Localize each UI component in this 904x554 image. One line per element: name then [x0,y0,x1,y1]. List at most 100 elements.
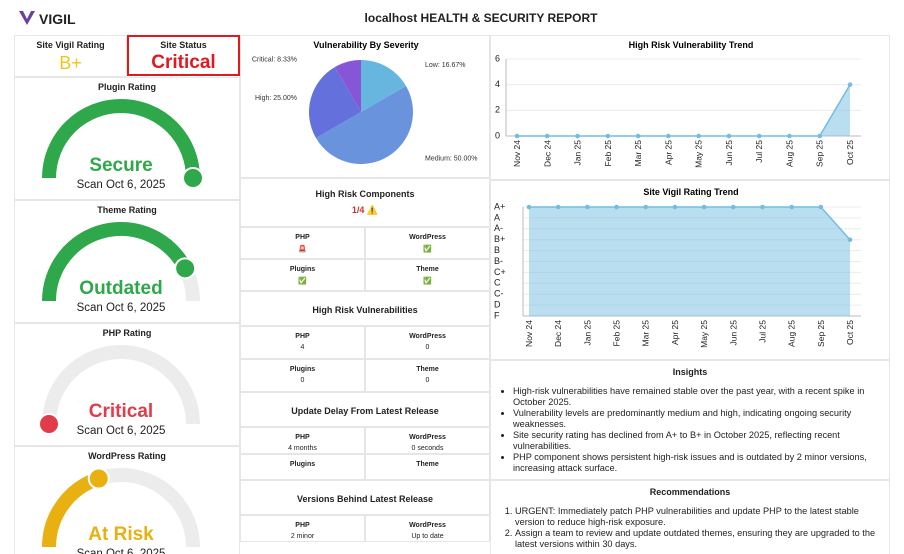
x-tick-label: May 25 [694,140,704,168]
cell-value: 0 seconds [411,445,444,452]
table-cell: Theme [365,453,490,480]
x-tick-label: Apr 25 [670,320,680,345]
point [555,204,561,210]
point [672,204,678,210]
pie-slice [309,66,361,138]
cell-label: Theme [416,460,439,468]
pie-label: Low: 16.67% [425,62,465,69]
pie-slice [315,86,413,164]
rating-value: B+ [59,53,82,73]
point [817,133,823,139]
pie-card: Vulnerability By Severity Low: 16.67% Medi… [240,35,490,178]
x-tick-label: Jul 25 [757,320,767,343]
point [787,133,792,139]
point [789,204,794,210]
gauge-dot [38,413,60,435]
pie-label: Critical: 8.33% [252,57,297,64]
table-summary: 1/4 ⚠️ [351,205,379,215]
x-tick-label: Sep 25 [816,320,826,347]
y-tick-label: 2 [495,105,500,115]
cell-value: Up to date [411,533,444,540]
gauge-status: Outdated [79,278,162,299]
insights-card: Insights High-risk vulnerabilities have r… [490,360,890,480]
chart-title: High Risk Vulnerability Trend [629,40,754,50]
table-cell: WordPress 0 seconds [365,427,490,454]
gauge-scan: Scan Oct 6, 2025 [77,179,166,191]
table-title-card: Versions Behind Latest Release [240,480,490,515]
gauge-arc [42,99,200,179]
x-tick-label: Jan 25 [573,140,583,166]
table-cell: PHP 4 months [240,427,365,454]
report-title: localhost HEALTH & SECURITY REPORT [364,11,598,25]
table-title-card: High Risk Vulnerabilities [240,291,490,326]
pie-label: Medium: 50.00% [425,156,478,163]
x-tick-label: Nov 24 [524,320,534,347]
x-tick-label: Jul 25 [754,140,764,163]
cell-label: Plugins [289,460,316,468]
cell-label: Theme [416,366,439,373]
gauge-title: Plugin Rating [98,82,156,92]
chart-svg: Vulnerability By Severity Low: 16.67% Medi… [252,40,478,164]
table-title-card: High Risk Components 1/4 ⚠️ [240,178,490,227]
point [726,133,732,139]
table-title: Update Delay From Latest Release [291,406,439,416]
x-tick-label: Dec 24 [542,140,552,167]
point [666,133,671,139]
x-tick-label: Sep 25 [815,140,825,167]
cell-label: PHP [295,522,310,529]
rating-trend-card: Site Vigil Rating Trend A+ A A- B+ B B- C+ C C- D F… [490,180,890,360]
table-cell: Theme 0 [365,359,490,392]
insights-item: High-risk vulnerabilities have remained … [513,386,885,408]
insights-item: Site security rating has declined from A… [513,430,885,452]
x-tick-label: Nov 24 [512,140,522,167]
table-cell: WordPress 0 [365,326,490,359]
x-tick-label: Jun 25 [728,320,738,346]
cell-label: Plugins [289,366,316,373]
gauge-scan: Scan Oct 6, 2025 [77,548,166,554]
table-cell: Theme ✅ [365,259,490,291]
trend-card: High Risk Vulnerability Trend 0 2 4 6 Nov 24 D… [490,35,890,180]
y-tick-label: 4 [495,79,500,89]
table-title: High Risk Components [315,189,415,199]
cell-label: Plugins [289,266,316,273]
line [529,206,851,241]
recommendations-card: Recommendations URGENT: Immediately patch… [490,480,890,554]
insights-list: High-risk vulnerabilities have remained … [491,386,889,474]
gauge-title: WordPress Rating [88,451,166,461]
y-tick-label: D [494,299,501,309]
chart-svg: High Risk Vulnerability Trend 0 2 4 6 Nov 24 D… [495,40,861,168]
table-cell: Plugins ✅ [240,259,365,291]
gauge-card: WordPress Rating At Risk Scan Oct 6, 2025 [14,446,240,554]
chart-svg: Secure Scan Oct 6, 2025 [42,99,204,191]
y-tick-label: B- [494,256,503,266]
y-tick-label: 6 [495,53,500,63]
gauge-dot [174,257,197,280]
point [818,204,824,210]
x-tick-label: Aug 25 [787,320,797,347]
cell-value: ✅ [423,246,432,253]
cell-value: 4 [300,344,305,351]
recommendations-item: Assign a team to review and update outda… [515,528,885,550]
cell-label: PHP [295,434,310,441]
y-tick-label: A [494,212,500,222]
x-tick-label: Jun 25 [724,140,734,166]
insights-item: Vulnerability levels are predominantly m… [513,408,885,430]
status-value: Critical [151,52,216,73]
y-tick-label: C+ [494,267,506,277]
point [696,133,701,139]
cell-label: PHP [295,333,310,340]
cell-value: 4 months [288,445,317,452]
area [529,207,850,316]
x-tick-label: Aug 25 [784,140,794,167]
gauge-scan: Scan Oct 6, 2025 [77,302,166,314]
x-tick-label: Oct 25 [845,140,855,165]
cell-value: 0 [425,377,430,384]
cell-label: Theme [416,266,439,273]
gauge-scan: Scan Oct 6, 2025 [77,425,166,437]
table-cell: PHP 4 [240,326,365,359]
x-tick-label: Mar 25 [633,140,643,167]
line [517,84,851,137]
y-tick-label: A+ [494,201,505,211]
table-title-card: Update Delay From Latest Release [240,392,490,427]
table-cell: Plugins [240,453,365,480]
